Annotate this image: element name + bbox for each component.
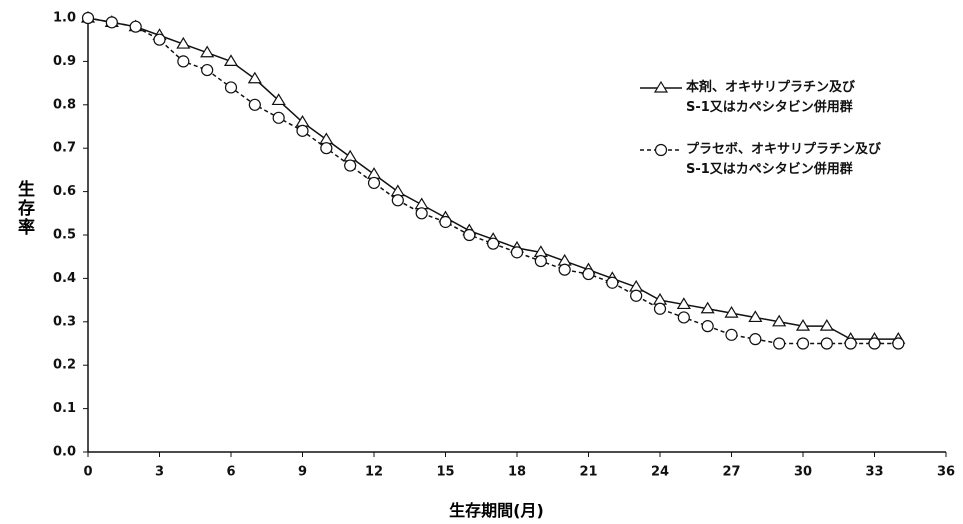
marker: [795, 318, 811, 331]
legend-marker: [653, 80, 669, 93]
marker: [630, 289, 643, 302]
marker: [247, 71, 262, 84]
y-tick-label: 0.6: [53, 184, 76, 199]
y-tick-label: 0.0: [53, 445, 76, 460]
marker: [701, 320, 714, 333]
marker: [652, 292, 668, 305]
x-tick-label: 12: [365, 465, 383, 480]
marker: [724, 305, 739, 318]
marker: [677, 311, 690, 324]
legend-marker: [654, 143, 668, 157]
marker: [558, 263, 571, 276]
marker: [510, 246, 524, 259]
marker: [676, 297, 691, 310]
marker: [223, 54, 239, 66]
y-tick-label: 0.3: [53, 314, 76, 329]
marker: [534, 254, 547, 268]
marker: [582, 267, 595, 281]
y-tick-label: 0.5: [53, 228, 76, 243]
marker: [844, 337, 857, 350]
marker: [487, 237, 500, 250]
marker: [390, 184, 405, 197]
x-tick-label: 6: [226, 465, 235, 480]
marker: [272, 111, 285, 124]
marker: [200, 45, 215, 58]
marker: [271, 93, 286, 106]
x-tick-label: 0: [83, 465, 92, 480]
marker: [700, 301, 715, 314]
marker: [892, 337, 905, 350]
marker: [606, 276, 619, 289]
y-axis-label: 生存率: [14, 180, 34, 237]
x-tick-label: 9: [298, 465, 307, 480]
marker: [415, 207, 428, 220]
marker: [81, 11, 95, 25]
marker: [772, 314, 787, 327]
marker: [129, 20, 142, 33]
legend-label: 本剤、オキサリプラチン及び S-1又はカペシタビン併用群: [686, 80, 856, 115]
marker: [105, 16, 118, 29]
marker: [248, 98, 261, 111]
x-tick-label: 3: [155, 465, 164, 480]
marker: [320, 142, 333, 155]
marker: [868, 337, 881, 350]
marker: [319, 132, 334, 145]
x-tick-label: 33: [865, 465, 883, 480]
marker: [749, 333, 762, 346]
y-tick-label: 0.2: [53, 358, 76, 373]
marker: [725, 328, 738, 341]
legend-label: プラセボ、オキサリプラチン及び S-1又はカペシタビン併用群: [686, 142, 882, 177]
marker: [296, 124, 309, 137]
x-tick-label: 30: [794, 465, 812, 480]
x-tick-label: 27: [722, 465, 740, 480]
marker: [224, 81, 238, 94]
marker: [177, 55, 190, 68]
marker: [343, 149, 358, 162]
y-tick-label: 0.9: [53, 54, 76, 69]
marker: [153, 33, 166, 46]
y-tick-label: 0.7: [53, 141, 76, 156]
marker: [201, 63, 214, 77]
marker: [653, 302, 667, 315]
x-axis-label: 生存期間(月): [449, 501, 544, 520]
marker: [414, 197, 429, 210]
marker: [391, 194, 404, 207]
x-tick-label: 36: [937, 465, 955, 480]
marker: [748, 310, 763, 323]
x-tick-label: 24: [651, 465, 669, 480]
marker: [796, 337, 810, 350]
x-tick-label: 15: [436, 465, 454, 480]
y-tick-label: 0.4: [53, 271, 76, 286]
y-tick-label: 0.1: [53, 401, 76, 416]
marker: [176, 36, 191, 49]
marker: [463, 228, 476, 242]
x-tick-label: 21: [579, 465, 597, 480]
y-tick-label: 0.8: [53, 97, 76, 112]
marker: [367, 176, 381, 190]
marker: [366, 167, 382, 179]
y-tick-label: 1.0: [53, 11, 76, 26]
x-tick-label: 18: [508, 465, 526, 480]
marker: [819, 318, 834, 331]
marker: [820, 337, 833, 350]
marker: [773, 337, 786, 350]
marker: [439, 215, 452, 229]
marker: [344, 159, 357, 172]
